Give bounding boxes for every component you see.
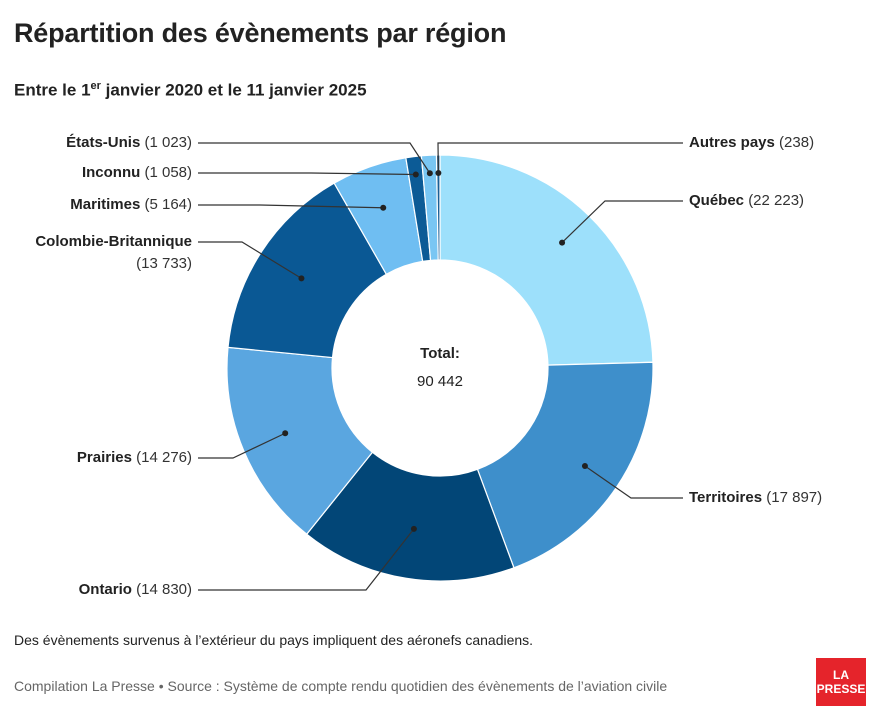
leader-line-colombie-britannique [198, 241, 302, 279]
leader-dot-colombie-britannique [298, 275, 305, 282]
chart-title: Répartition des évènements par région [14, 18, 507, 48]
leader-dot-quebec [559, 239, 566, 246]
leader-line-inconnu [198, 172, 416, 176]
label-inconnu: Inconnu (1 058) [82, 164, 192, 181]
leader-dot-etats-unis [426, 170, 433, 177]
label-ontario: Ontario (14 830) [79, 581, 192, 598]
label-name-ontario: Ontario [79, 581, 137, 598]
leader-line-etats-unis [198, 142, 431, 174]
slice-ontario [305, 451, 515, 582]
center-total-label: Total: [420, 345, 460, 362]
leader-line-maritimes [198, 204, 384, 209]
label-value-prairies: (14 276) [136, 449, 192, 466]
leader-dot-ontario [410, 525, 417, 532]
slice-territoires [476, 361, 654, 569]
leader-dot-prairies [282, 430, 289, 437]
subtitle-end: janvier 2020 et le 11 janvier 2025 [100, 80, 367, 100]
la-presse-logo: LA PRESSE [816, 658, 866, 706]
subtitle-start: Entre le 1 [14, 80, 91, 100]
leader-line-prairies [198, 432, 286, 459]
leader-lines [198, 142, 683, 591]
slice-prairies [226, 346, 374, 536]
label-name-etats-unis: États-Unis [66, 134, 144, 151]
label-name-inconnu: Inconnu [82, 164, 145, 181]
label-prairies: Prairies (14 276) [77, 449, 192, 466]
label-colombie-britannique: Colombie-Britannique (13 733) [35, 233, 192, 272]
label-name-prairies: Prairies [77, 449, 136, 466]
label-name-quebec: Québec [689, 192, 748, 209]
label-name-autres-pays: Autres pays [689, 134, 779, 151]
slice-quebec [439, 154, 654, 366]
leader-dot-maritimes [380, 204, 387, 211]
label-value-colombie-britannique: (13 733) [136, 255, 192, 272]
label-value-territoires: (17 897) [766, 489, 822, 506]
label-value-etats-unis: (1 023) [144, 134, 192, 151]
leader-dot-autres-pays [435, 170, 442, 177]
leader-dot-territoires [581, 463, 588, 470]
footnote: Des évènements survenus à l’extérieur du… [14, 632, 534, 648]
label-value-inconnu: (1 058) [144, 164, 192, 181]
label-autres-pays: Autres pays (238) [689, 134, 814, 151]
leader-dot-inconnu [412, 171, 419, 178]
subtitle-superscript: er [90, 80, 101, 92]
label-quebec: Québec (22 223) [689, 192, 804, 209]
source-credit: Compilation La Presse • Source : Système… [14, 678, 668, 694]
leader-line-ontario [198, 528, 415, 591]
label-etats-unis: États-Unis (1 023) [66, 134, 192, 151]
leader-line-quebec [561, 200, 683, 244]
label-value-quebec: (22 223) [748, 192, 804, 209]
logo-line-1: LA [833, 668, 849, 682]
label-name-maritimes: Maritimes [70, 196, 144, 213]
label-name-colombie-britannique: Colombie-Britannique [35, 233, 192, 250]
label-value-autres-pays: (238) [779, 134, 814, 151]
label-maritimes: Maritimes (5 164) [70, 196, 192, 213]
donut-slices [226, 154, 654, 582]
logo-line-2: PRESSE [816, 682, 866, 696]
leader-line-territoires [584, 465, 683, 499]
slice-labels: Québec (22 223) Territoires (17 897) Ontar… [35, 134, 822, 598]
label-value-ontario: (14 830) [136, 581, 192, 598]
label-name-territoires: Territoires [689, 489, 766, 506]
chart-subtitle: Entre le 1er janvier 2020 et le 11 janvi… [14, 80, 367, 101]
label-territoires: Territoires (17 897) [689, 489, 822, 506]
center-total-value: 90 442 [417, 373, 463, 390]
donut-chart: Québec (22 223) Territoires (17 897) Ontar… [35, 134, 822, 598]
leader-line-autres-pays [437, 142, 683, 174]
slice-colombie-britannique [227, 182, 388, 359]
label-value-maritimes: (5 164) [144, 196, 192, 213]
